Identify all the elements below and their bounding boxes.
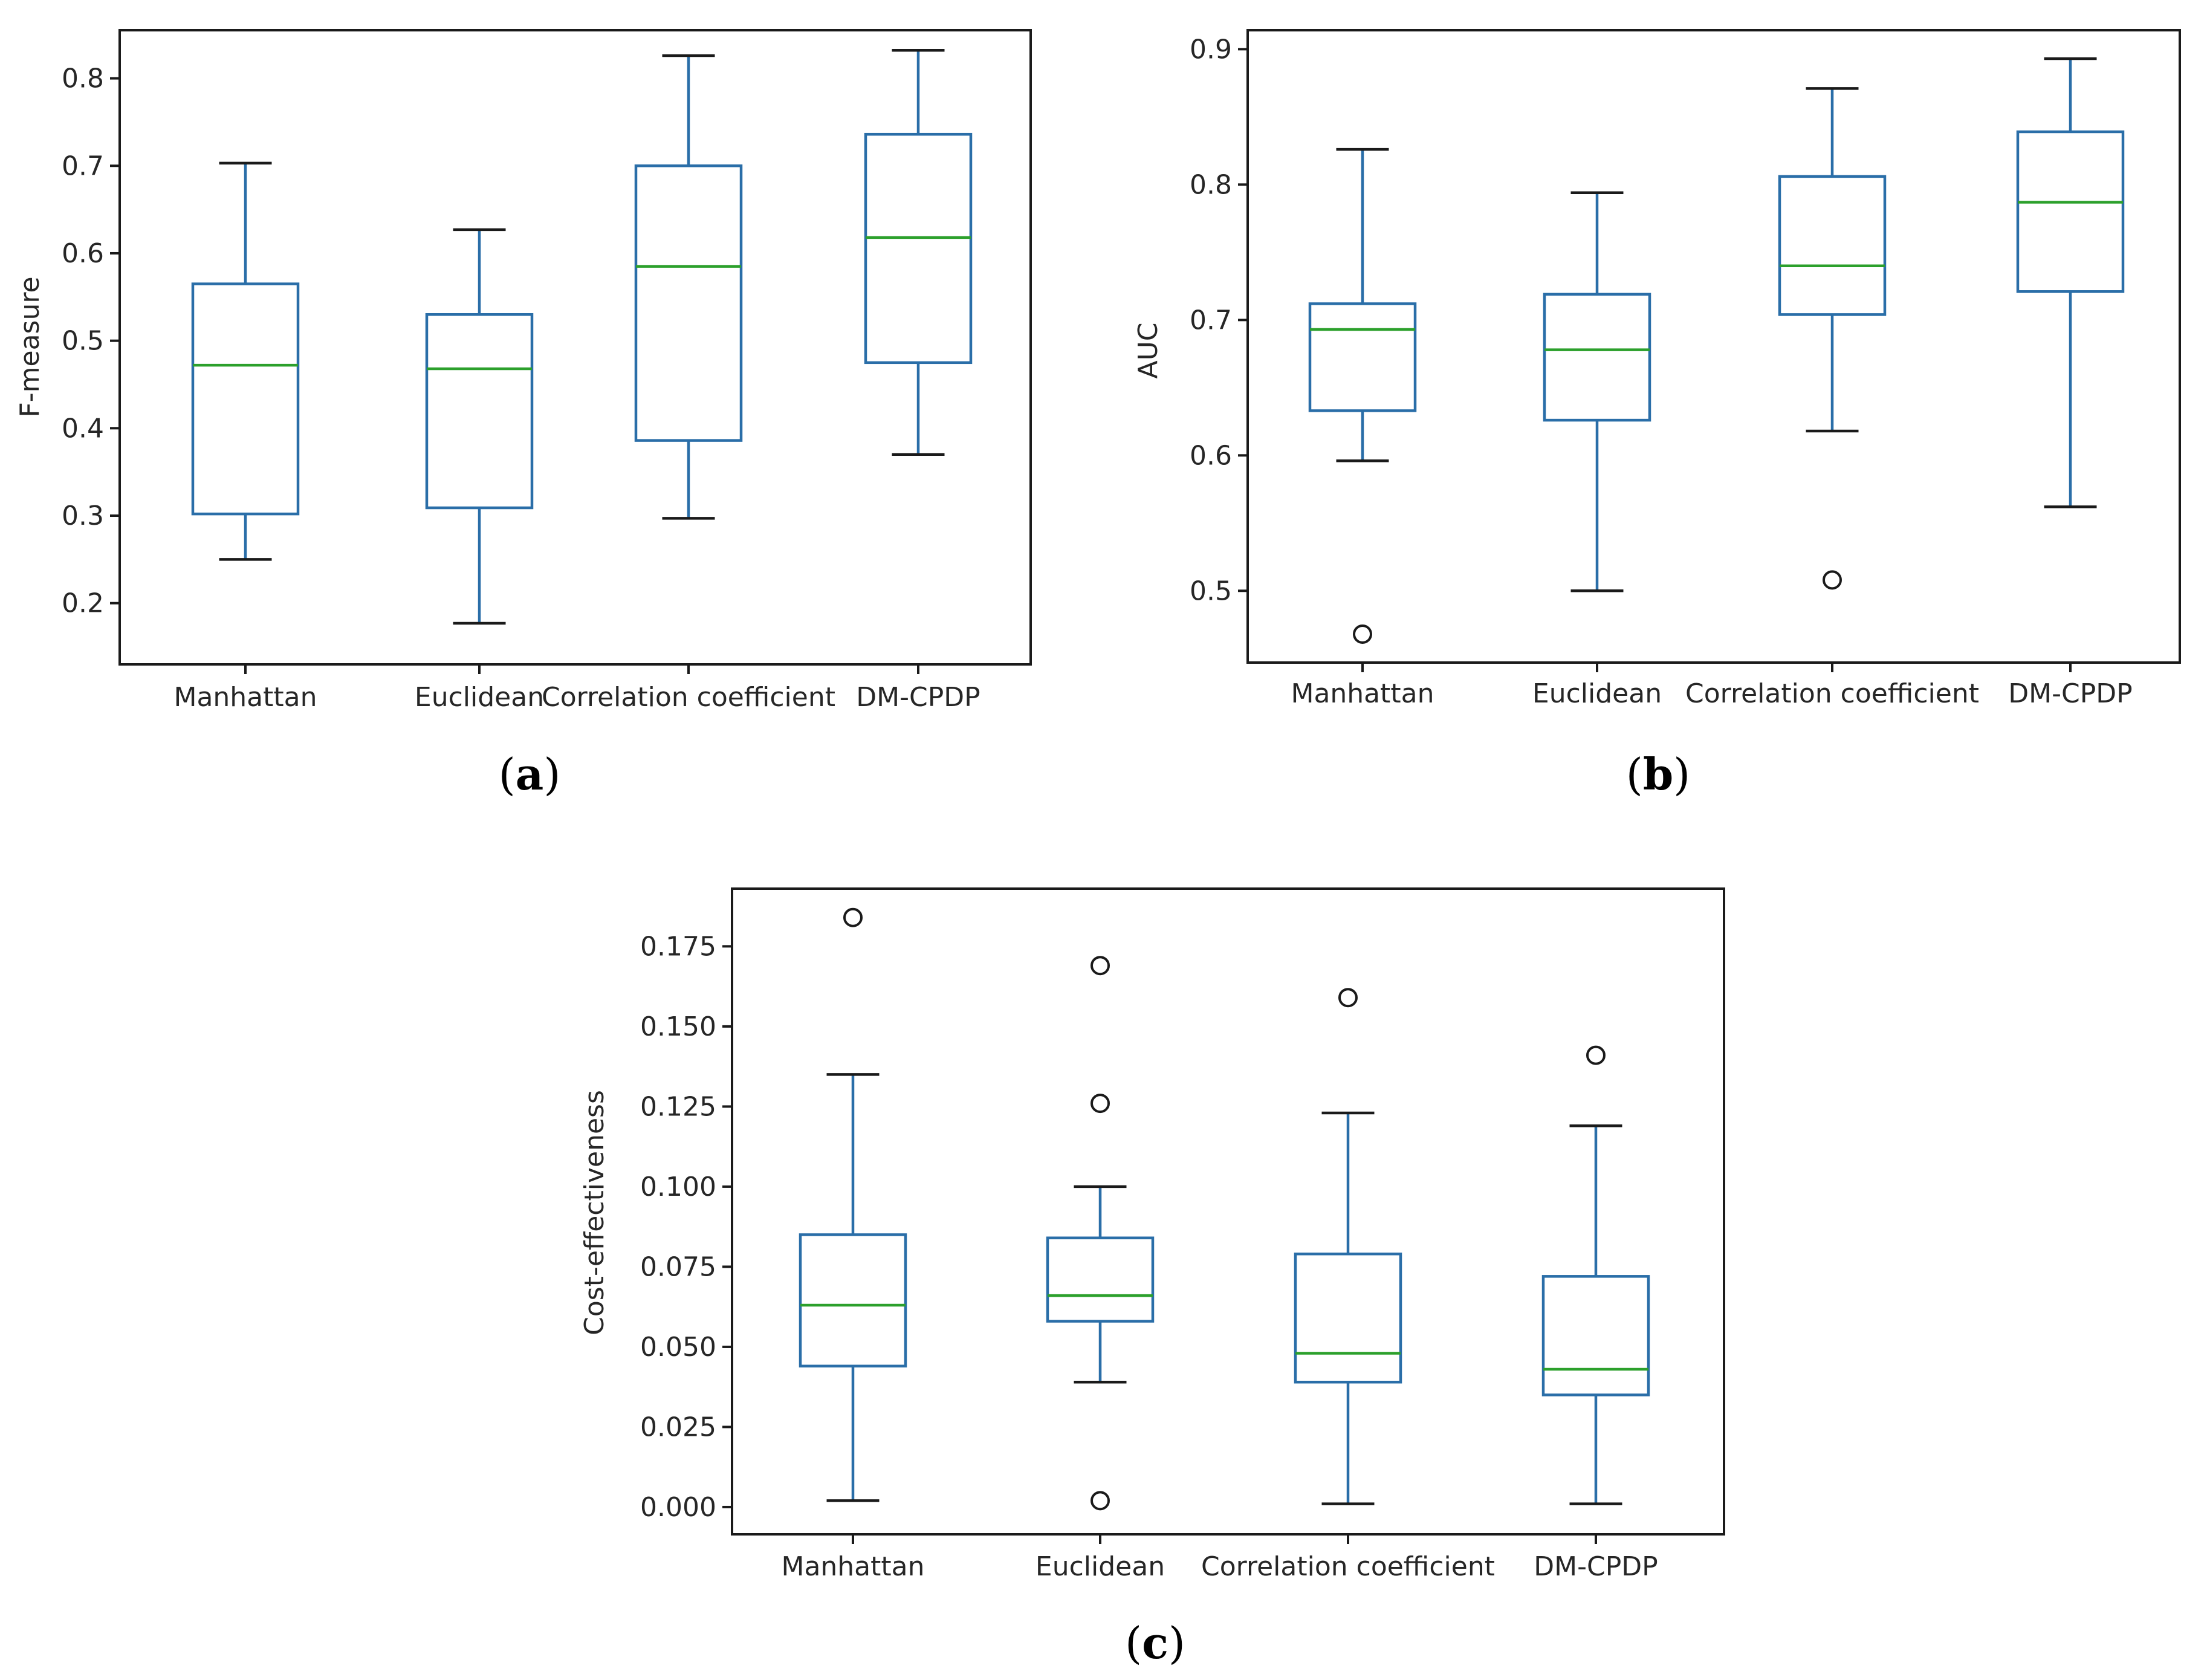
y-ticks-c: 0.000 0.025 0.050 0.075 0.100 0.125 0.150 0.175 — [640, 931, 732, 1523]
x-tick-label-b: Manhattan — [1291, 678, 1434, 709]
panel-a: 0.2 0.3 0.4 0.5 0.6 0.7 0.8 Manhattan Euclidean… — [15, 29, 1032, 800]
y-tick-label-b: 0.9 — [1190, 34, 1232, 65]
y-tick-label-a: 0.7 — [62, 151, 104, 181]
x-tick-label-c: Correlation coefficient — [1201, 1551, 1495, 1582]
boxplot-manhattan — [191, 161, 300, 561]
plot-frame-c — [731, 887, 1725, 1536]
y-tick-label-a: 0.4 — [62, 413, 104, 444]
boxplots-c — [799, 907, 1650, 1511]
y-tick-label-a: 0.2 — [62, 588, 104, 619]
boxplot-dm-cpdp — [864, 49, 973, 456]
boxplot-euclidean — [1543, 191, 1651, 592]
boxplots-a — [191, 49, 973, 625]
panel-label-a: (a) — [499, 748, 561, 800]
x-tick-label-c: DM-CPDP — [1534, 1551, 1658, 1582]
box-dm-cpdp — [2016, 130, 2125, 293]
y-tick-label-c: 0.050 — [640, 1332, 716, 1363]
box-manhattan — [799, 1233, 907, 1367]
flier-correlation-coefficient — [1338, 988, 1358, 1008]
boxplot-manhattan — [799, 907, 907, 1502]
x-tick-label-a: Correlation coefficient — [542, 682, 835, 713]
y-ticks-b: 0.5 0.6 0.7 0.8 0.9 — [1190, 34, 1248, 606]
x-ticks-c: Manhattan Euclidean Correlation coefficien… — [781, 1534, 1658, 1582]
box-dm-cpdp — [1541, 1275, 1650, 1396]
x-tick-label-b: Correlation coefficient — [1685, 678, 1979, 709]
boxplot-correlation-coefficient — [1778, 87, 1887, 590]
y-axis-label-b: AUC — [1133, 322, 1164, 378]
box-euclidean — [1543, 293, 1651, 422]
boxplot-euclidean — [1046, 956, 1155, 1511]
x-tick-label-c: Manhattan — [781, 1551, 924, 1582]
x-tick-label-a: Manhattan — [173, 682, 317, 713]
y-tick-label-c: 0.100 — [640, 1172, 716, 1202]
box-correlation-coefficient — [634, 164, 743, 442]
flier-correlation-coefficient — [1823, 570, 1842, 590]
box-correlation-coefficient — [1778, 175, 1887, 316]
boxplots-b — [1308, 57, 2125, 644]
y-tick-label-b: 0.5 — [1190, 576, 1232, 606]
x-tick-label-b: DM-CPDP — [2008, 678, 2132, 709]
boxplot-manhattan — [1308, 148, 1417, 644]
box-correlation-coefficient — [1294, 1252, 1402, 1384]
panel-label-c: (c) — [1125, 1617, 1185, 1669]
plot-frame-a — [118, 29, 1032, 666]
y-tick-label-b: 0.8 — [1190, 169, 1232, 200]
flier-euclidean — [1091, 1094, 1110, 1114]
panel-c: 0.000 0.025 0.050 0.075 0.100 0.125 0.150 0.175… — [579, 887, 1725, 1669]
x-tick-label-a: Euclidean — [415, 682, 544, 713]
y-axis-label-a: F-measure — [15, 276, 45, 417]
box-euclidean — [425, 313, 534, 510]
y-ticks-a: 0.2 0.3 0.4 0.5 0.6 0.7 0.8 — [62, 63, 120, 619]
boxplot-correlation-coefficient — [1294, 988, 1402, 1505]
y-tick-label-c: 0.150 — [640, 1011, 716, 1042]
boxplot-correlation-coefficient — [634, 54, 743, 520]
flier-euclidean — [1091, 956, 1110, 976]
y-tick-label-c: 0.025 — [640, 1412, 716, 1442]
y-tick-label-b: 0.6 — [1190, 440, 1232, 471]
y-tick-label-c: 0.125 — [640, 1091, 716, 1122]
box-dm-cpdp — [864, 132, 973, 365]
box-euclidean — [1046, 1236, 1155, 1323]
x-tick-label-c: Euclidean — [1035, 1551, 1165, 1582]
y-tick-label-a: 0.8 — [62, 63, 104, 94]
flier-dm-cpdp — [1586, 1045, 1606, 1065]
y-tick-label-a: 0.3 — [62, 501, 104, 531]
boxplot-dm-cpdp — [1541, 1045, 1650, 1505]
boxplot-euclidean — [425, 228, 534, 625]
x-tick-label-a: DM-CPDP — [856, 682, 980, 713]
flier-euclidean — [1091, 1491, 1110, 1511]
y-tick-label-a: 0.5 — [62, 326, 104, 357]
x-tick-label-b: Euclidean — [1532, 678, 1662, 709]
y-tick-label-c: 0.175 — [640, 931, 716, 962]
box-manhattan — [191, 282, 300, 516]
y-tick-label-b: 0.7 — [1190, 305, 1232, 336]
plot-frame-b — [1246, 29, 2181, 664]
y-tick-label-c: 0.075 — [640, 1251, 716, 1282]
x-ticks-b: Manhattan Euclidean Correlation coefficien… — [1291, 663, 2133, 709]
panel-b: 0.5 0.6 0.7 0.8 0.9 Manhattan Euclidean Correl… — [1133, 29, 2181, 800]
y-tick-label-c: 0.000 — [640, 1492, 716, 1523]
boxplot-dm-cpdp — [2016, 57, 2125, 508]
flier-manhattan — [1353, 624, 1372, 644]
flier-manhattan — [843, 907, 863, 927]
y-tick-label-a: 0.6 — [62, 238, 104, 269]
y-axis-label-c: Cost-effectiveness — [579, 1090, 610, 1335]
panel-label-b: (b) — [1626, 748, 1691, 800]
box-manhattan — [1308, 302, 1417, 412]
